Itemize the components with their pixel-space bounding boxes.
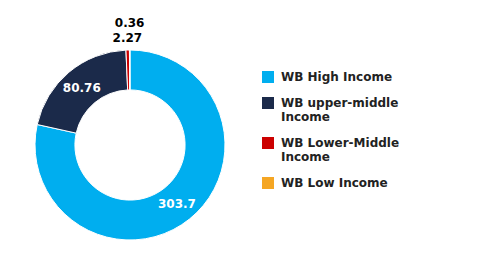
legend-item: WB Low Income bbox=[262, 176, 472, 190]
legend-label: WB upper-middle Income bbox=[281, 96, 398, 124]
legend-label: WB High Income bbox=[281, 70, 392, 84]
slice bbox=[37, 50, 127, 133]
pie-group bbox=[35, 50, 225, 240]
legend-item: WB upper-middle Income bbox=[262, 96, 472, 124]
legend-swatch bbox=[262, 97, 274, 109]
legend-swatch bbox=[262, 137, 274, 149]
legend-item: WB Lower-Middle Income bbox=[262, 136, 472, 164]
legend-label: WB Low Income bbox=[281, 176, 388, 190]
data-label: 0.36 bbox=[115, 16, 145, 30]
slices bbox=[35, 50, 225, 240]
legend-item: WB High Income bbox=[262, 70, 472, 84]
slice bbox=[129, 50, 131, 90]
data-label: 303.7 bbox=[158, 197, 196, 211]
slice bbox=[126, 50, 130, 90]
data-label: 2.27 bbox=[113, 31, 143, 45]
legend: WB High Income WB upper-middle Income WB L… bbox=[262, 0, 472, 260]
chart-container: 303.7 80.76 2.270.36 WB High Income WB uppe… bbox=[0, 0, 480, 260]
data-label: 80.76 bbox=[63, 81, 101, 95]
slice bbox=[35, 50, 225, 240]
data-labels: 303.7 80.76 2.270.36 bbox=[63, 16, 196, 211]
chart-svg: 303.7 80.76 2.270.36 bbox=[0, 0, 260, 260]
legend-swatch bbox=[262, 71, 274, 83]
legend-label: WB Lower-Middle Income bbox=[281, 136, 399, 164]
legend-swatch bbox=[262, 177, 274, 189]
